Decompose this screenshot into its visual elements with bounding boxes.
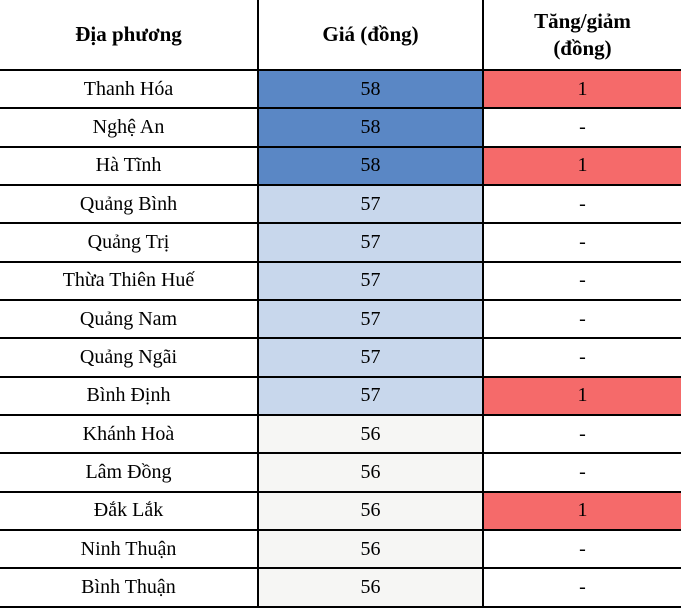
header-locality: Địa phương [0, 0, 259, 71]
table-row: Ninh Thuận 56- [0, 529, 681, 570]
change-cell: - [482, 260, 681, 302]
price-cell: 57 [257, 260, 484, 302]
change-cell: - [482, 567, 681, 608]
locality-cell: Hà Tĩnh [0, 145, 259, 187]
locality-cell: Khánh Hoà [0, 414, 259, 455]
price-cell: 57 [257, 375, 484, 417]
table-row: Đắk Lắk 56 1 [0, 490, 681, 532]
table-row: Thanh Hóa 58 1 [0, 68, 681, 110]
price-cell: 57 [257, 337, 484, 378]
locality-cell: Thanh Hóa [0, 68, 259, 110]
price-cell: 56 [257, 414, 484, 455]
price-cell: 56 [257, 490, 484, 532]
price-cell: 58 [257, 145, 484, 187]
table-row: Lâm Đồng 56- [0, 452, 681, 493]
table-row: Khánh Hoà 56- [0, 414, 681, 455]
table-row: Thừa Thiên Huế 57- [0, 260, 681, 302]
price-cell: 57 [257, 222, 484, 263]
header-locality-label: Địa phương [75, 22, 182, 47]
price-cell: 57 [257, 299, 484, 340]
change-cell: - [482, 452, 681, 493]
table-row: Quảng Trị 57- [0, 222, 681, 263]
header-change-label: Tăng/giảm (đồng) [534, 9, 631, 60]
locality-cell: Quảng Ngãi [0, 337, 259, 378]
locality-cell: Quảng Nam [0, 299, 259, 340]
change-cell: 1 [482, 375, 681, 417]
table-row: Quảng Nam 57- [0, 299, 681, 340]
header-change: Tăng/giảm (đồng) [482, 0, 681, 71]
change-cell: - [482, 337, 681, 378]
header-price: Giá (đồng) [257, 0, 484, 71]
change-cell: - [482, 222, 681, 263]
table-row: Quảng Bình 57- [0, 184, 681, 225]
locality-cell: Nghệ An [0, 107, 259, 148]
header-price-label: Giá (đồng) [322, 22, 419, 47]
locality-cell: Lâm Đồng [0, 452, 259, 493]
change-cell: - [482, 299, 681, 340]
locality-cell: Ninh Thuận [0, 529, 259, 570]
change-cell: - [482, 414, 681, 455]
locality-cell: Đắk Lắk [0, 490, 259, 532]
change-cell: - [482, 107, 681, 148]
table-row: Bình Thuận 56- [0, 567, 681, 608]
table-row: Quảng Ngãi 57- [0, 337, 681, 378]
change-cell: 1 [482, 490, 681, 532]
table-row: Nghệ An 58- [0, 107, 681, 148]
change-cell: - [482, 529, 681, 570]
price-cell: 56 [257, 452, 484, 493]
table-row: Bình Định 57 1 [0, 375, 681, 417]
price-cell: 58 [257, 107, 484, 148]
price-cell: 58 [257, 68, 484, 110]
price-cell: 57 [257, 184, 484, 225]
header-row: Địa phương Giá (đồng) Tăng/giảm (đồng) [0, 0, 681, 71]
locality-cell: Bình Định [0, 375, 259, 417]
price-cell: 56 [257, 567, 484, 608]
table-row: Hà Tĩnh 58 1 [0, 145, 681, 187]
change-cell: 1 [482, 145, 681, 187]
price-cell: 56 [257, 529, 484, 570]
locality-cell: Bình Thuận [0, 567, 259, 608]
locality-cell: Quảng Trị [0, 222, 259, 263]
change-cell: 1 [482, 68, 681, 110]
locality-cell: Thừa Thiên Huế [0, 260, 259, 302]
locality-cell: Quảng Bình [0, 184, 259, 225]
table-body: Thanh Hóa 58 1 Nghệ An 58- Hà Tĩnh 58 1 Quảng Bì… [0, 68, 681, 608]
change-cell: - [482, 184, 681, 225]
